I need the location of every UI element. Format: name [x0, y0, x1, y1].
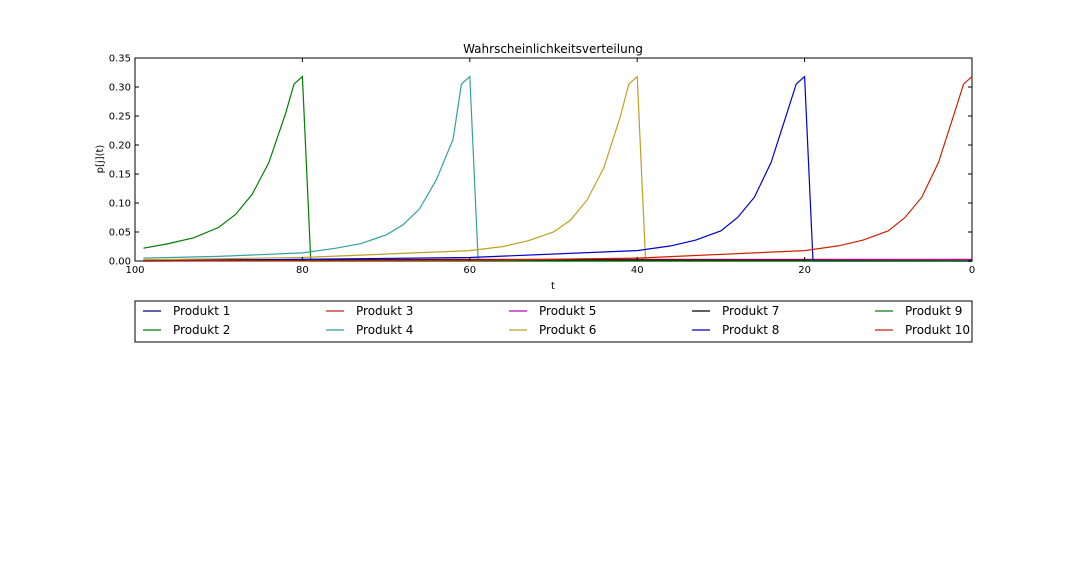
x-tick-label: 20 [798, 265, 811, 276]
series-line-2 [143, 75, 972, 262]
plot-area: 100 80 60 40 20 0 0.00 0.05 0.10 0.15 0.20 0.25 0.3… [109, 54, 975, 277]
y-tick-label: 0.15 [109, 170, 131, 181]
legend-item-5: Produkt 5 [509, 304, 596, 318]
legend-label: Produkt 10 [905, 323, 970, 337]
y-axis-label: p[j](t) [95, 145, 106, 174]
y-tick-label: 0.30 [109, 83, 131, 94]
x-tick-label: 40 [631, 265, 644, 276]
plot-frame [134, 57, 973, 262]
legend-item-6: Produkt 6 [509, 323, 596, 337]
legend-frame [134, 300, 973, 343]
series-line-6 [143, 75, 972, 262]
legend-item-9: Produkt 9 [875, 304, 962, 318]
legend-item-4: Produkt 4 [326, 323, 413, 337]
legend-label: Produkt 5 [539, 304, 596, 318]
y-tick-label: 0.05 [109, 228, 131, 239]
legend-label: Produkt 1 [173, 304, 230, 318]
x-tick-label: 80 [296, 265, 309, 276]
legend-item-10: Produkt 10 [875, 323, 970, 337]
x-tick-label: 60 [463, 265, 476, 276]
legend-label: Produkt 6 [539, 323, 596, 337]
legend-item-8: Produkt 8 [692, 323, 779, 337]
legend-label: Produkt 4 [356, 323, 413, 337]
legend-label: Produkt 3 [356, 304, 413, 318]
legend-label: Produkt 2 [173, 323, 230, 337]
y-tick-label: 0.10 [109, 199, 131, 210]
x-tick-label: 100 [125, 265, 144, 276]
y-axis-ticks: 0.00 0.05 0.10 0.15 0.20 0.25 0.30 0.35 [109, 54, 972, 268]
y-tick-label: 0.35 [109, 54, 131, 65]
series-line-8 [143, 75, 972, 262]
y-tick-label: 0.00 [109, 257, 131, 268]
legend-item-3: Produkt 3 [326, 304, 413, 318]
legend-label: Produkt 9 [905, 304, 962, 318]
legend: Produkt 1 Produkt 2 Produkt 3 Produkt 4 Prod… [134, 300, 973, 343]
legend-item-7: Produkt 7 [692, 304, 779, 318]
legend-item-1: Produkt 1 [143, 304, 230, 318]
legend-label: Produkt 7 [722, 304, 779, 318]
chart-title: Wahrscheinlichkeitsverteilung [463, 42, 643, 56]
series-line-4 [143, 75, 972, 262]
x-tick-label: 0 [969, 265, 975, 276]
x-axis-ticks: 100 80 60 40 20 0 [125, 58, 975, 276]
y-tick-label: 0.20 [109, 141, 131, 152]
x-axis-label: t [551, 281, 555, 292]
legend-label: Produkt 8 [722, 323, 779, 337]
y-tick-label: 0.25 [109, 112, 131, 123]
legend-item-2: Produkt 2 [143, 323, 230, 337]
legend-items: Produkt 1 Produkt 2 Produkt 3 Produkt 4 Prod… [143, 304, 970, 337]
